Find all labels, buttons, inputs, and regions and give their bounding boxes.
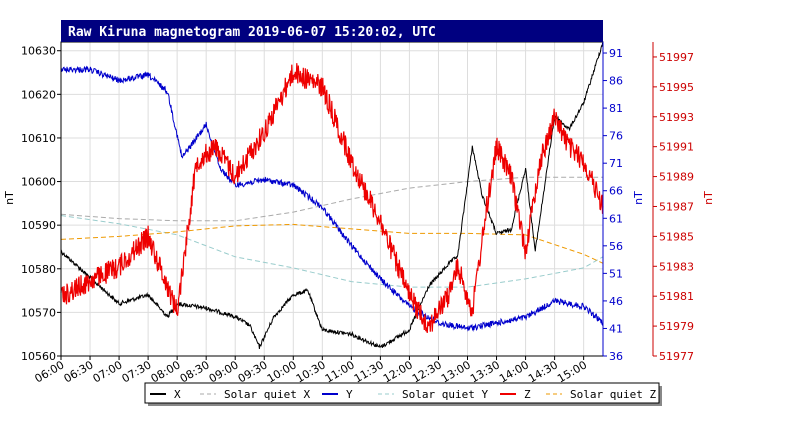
blue-tick-label: 41	[609, 322, 623, 335]
x-tick-label: 09:00	[207, 358, 241, 385]
series-line-1	[60, 176, 603, 222]
left-tick-label: 10600	[21, 176, 56, 189]
x-tick-label: 14:30	[526, 358, 560, 385]
blue-tick-label: 86	[609, 75, 623, 88]
red-tick-label: 51995	[659, 81, 694, 94]
x-tick-label: 12:30	[410, 358, 444, 385]
x-tick-label: 11:00	[323, 358, 357, 385]
blue-axis-ticks: 36 41 46 51 56 61 66 71 76 81 86 91	[602, 42, 623, 363]
left-axis-ticks: 10560 10570 10580 10590 10600 10610 10620 10630	[21, 45, 61, 363]
x-tick-label: 10:30	[294, 358, 328, 385]
blue-tick-label: 71	[609, 157, 623, 170]
legend-label-2: Y	[346, 388, 353, 401]
red-tick-label: 51977	[659, 350, 694, 363]
blue-tick-label: 51	[609, 267, 623, 280]
time-axis-ticks: 06:0006:3007:0007:3008:0008:3009:0009:30…	[33, 356, 589, 385]
blue-tick-label: 46	[609, 295, 623, 308]
x-tick-label: 11:30	[352, 358, 386, 385]
x-tick-label: 09:30	[236, 358, 270, 385]
series-line-0	[60, 41, 604, 349]
red-axis-label: nT	[702, 191, 715, 205]
red-tick-label: 51983	[659, 260, 694, 273]
x-tick-label: 07:30	[120, 358, 154, 385]
series-layer	[60, 41, 604, 349]
left-tick-label: 10580	[21, 263, 56, 276]
x-tick-label: 08:00	[149, 358, 183, 385]
blue-tick-label: 66	[609, 185, 623, 198]
red-tick-label: 51979	[659, 320, 694, 333]
x-tick-label: 15:00	[555, 358, 589, 385]
red-tick-label: 51985	[659, 230, 694, 243]
x-tick-label: 08:30	[178, 358, 212, 385]
title-bar	[61, 20, 603, 42]
left-axis-label: nT	[3, 191, 16, 205]
red-tick-label: 51991	[659, 141, 694, 154]
red-axis-ticks: 51977 51979 51981 51983 51985 51987 51989 51991…	[652, 42, 694, 363]
series-line-5	[60, 223, 604, 264]
chart-title: Raw Kiruna magnetogram 2019-06-07 15:20:…	[68, 25, 436, 40]
series-line-4	[60, 63, 604, 334]
series-line-2	[60, 65, 604, 332]
left-tick-label: 10560	[21, 350, 56, 363]
x-tick-label: 06:30	[62, 358, 96, 385]
blue-tick-label: 81	[609, 102, 623, 115]
x-tick-label: 10:00	[265, 358, 299, 385]
red-tick-label: 51993	[659, 111, 694, 124]
legend-label-5: Solar quiet Z	[570, 388, 656, 401]
legend-label-1: Solar quiet X	[224, 388, 310, 401]
blue-tick-label: 91	[609, 47, 623, 60]
blue-tick-label: 61	[609, 212, 623, 225]
red-tick-label: 51997	[659, 51, 694, 64]
plot-area	[61, 42, 603, 356]
legend-label-4: Z	[524, 388, 531, 401]
x-tick-label: 13:30	[468, 358, 502, 385]
red-tick-label: 51981	[659, 290, 694, 303]
legend-box	[144, 382, 660, 404]
series-line-3	[60, 215, 604, 288]
blue-tick-label: 36	[609, 350, 623, 363]
left-tick-label: 10630	[21, 45, 56, 58]
left-tick-label: 10620	[21, 88, 56, 101]
x-tick-label: 07:00	[91, 358, 125, 385]
blue-tick-label: 76	[609, 130, 623, 143]
blue-axis-label: nT	[632, 191, 645, 205]
x-tick-label: 13:00	[439, 358, 473, 385]
left-tick-label: 10570	[21, 306, 56, 319]
x-tick-label: 12:00	[381, 358, 415, 385]
red-tick-label: 51987	[659, 200, 694, 213]
left-tick-label: 10590	[21, 219, 56, 232]
blue-tick-label: 56	[609, 240, 623, 253]
x-tick-label: 14:00	[497, 358, 531, 385]
legend: X Solar quiet X Y Solar quiet Y Z Solar quiet…	[144, 382, 662, 406]
legend-label-3: Solar quiet Y	[402, 388, 488, 401]
red-tick-label: 51989	[659, 171, 694, 184]
legend-label-0: X	[174, 388, 181, 401]
legend-items: X Solar quiet X Y Solar quiet Y Z Solar quiet…	[150, 388, 656, 401]
left-tick-label: 10610	[21, 132, 56, 145]
